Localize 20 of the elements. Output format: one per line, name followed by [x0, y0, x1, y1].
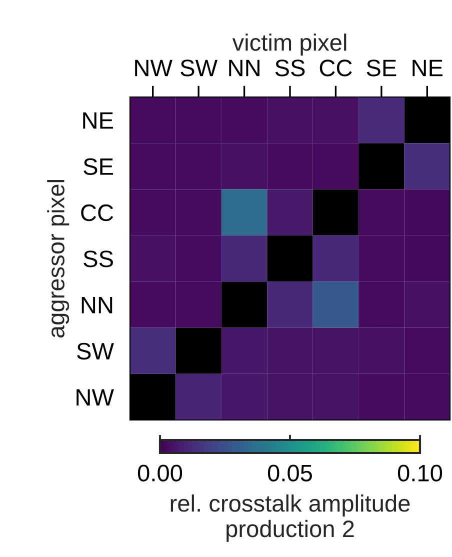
color-bar-label: 0.05	[268, 464, 312, 482]
x-tick-label: SS	[275, 60, 305, 76]
y-tick-label: NW	[76, 389, 114, 406]
x-tick-label: SW	[180, 60, 218, 76]
y-axis-title: aggressor pixel	[47, 180, 70, 338]
y-tick-label: CC	[81, 204, 114, 222]
x-tick-label: SE	[366, 60, 396, 76]
y-tick-label: SE	[84, 158, 114, 175]
x-axis-title: victim pixel	[232, 34, 346, 56]
x-tick-label: NE	[412, 60, 443, 76]
y-tick-label: NN	[82, 296, 112, 314]
color-bar-label: 0.10	[398, 464, 442, 482]
color-bar-label: 0.00	[138, 464, 182, 482]
y-tick-label: SW	[77, 342, 114, 360]
x-tick-label: NW	[135, 60, 172, 76]
x-tick-label: NN	[229, 60, 260, 76]
y-tick-label: NE	[83, 112, 114, 129]
color-bar-title: rel. crosstalk amplitude production 2	[170, 494, 410, 542]
x-tick-label: CC	[320, 60, 352, 76]
y-tick-label: SS	[84, 250, 113, 268]
